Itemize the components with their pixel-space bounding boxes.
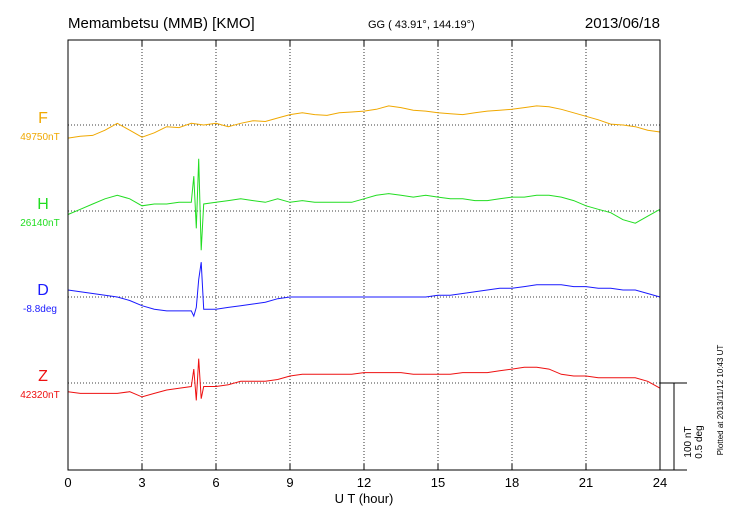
coordinates-label: GG ( 43.91°, 144.19°): [368, 19, 475, 31]
x-tick-label-3: 9: [286, 475, 293, 490]
plot-frame: [67, 39, 661, 471]
series-baseline-F: 49750nT: [20, 132, 59, 143]
x-tick-label-4: 12: [357, 475, 371, 490]
x-axis-ticks: 0 3 6 9 12 15 18 21 24: [64, 40, 667, 490]
x-tick-label-1: 3: [138, 475, 145, 490]
series-line-H: [67, 158, 661, 251]
x-tick-label-6: 18: [505, 475, 519, 490]
series-name-H: H: [37, 196, 49, 213]
series-line-F: [67, 105, 661, 139]
scale-label-deg: 0.5 deg: [694, 425, 705, 458]
series-lines: [67, 105, 661, 401]
series-baseline-Z: 42320nT: [20, 390, 59, 401]
x-tick-label-5: 15: [431, 475, 445, 490]
scale-bar: 100 nT 0.5 deg: [660, 382, 705, 471]
x-tick-label-0: 0: [64, 475, 71, 490]
series-labels: F 49750nT H 26140nT D -8.8deg Z 42320nT: [20, 110, 59, 401]
scale-label-nt: 100 nT: [683, 426, 694, 457]
series-baseline-D: -8.8deg: [23, 304, 57, 315]
date-label: 2013/06/18: [585, 15, 660, 32]
series-baseline-H: 26140nT: [20, 218, 59, 229]
x-tick-label-2: 6: [212, 475, 219, 490]
x-tick-label-8: 24: [653, 475, 667, 490]
station-title: Memambetsu (MMB) [KMO]: [68, 15, 255, 32]
grid-lines: [141, 40, 587, 470]
series-name-F: F: [38, 110, 48, 127]
x-axis-label: U T (hour): [335, 491, 394, 506]
series-line-Z: [67, 358, 661, 401]
series-name-D: D: [37, 282, 49, 299]
plotted-at-note: Plotted at 2013/11/12 10:43 UT: [716, 345, 725, 456]
x-tick-label-7: 21: [579, 475, 593, 490]
series-name-Z: Z: [38, 368, 48, 385]
series-line-D: [67, 262, 661, 318]
